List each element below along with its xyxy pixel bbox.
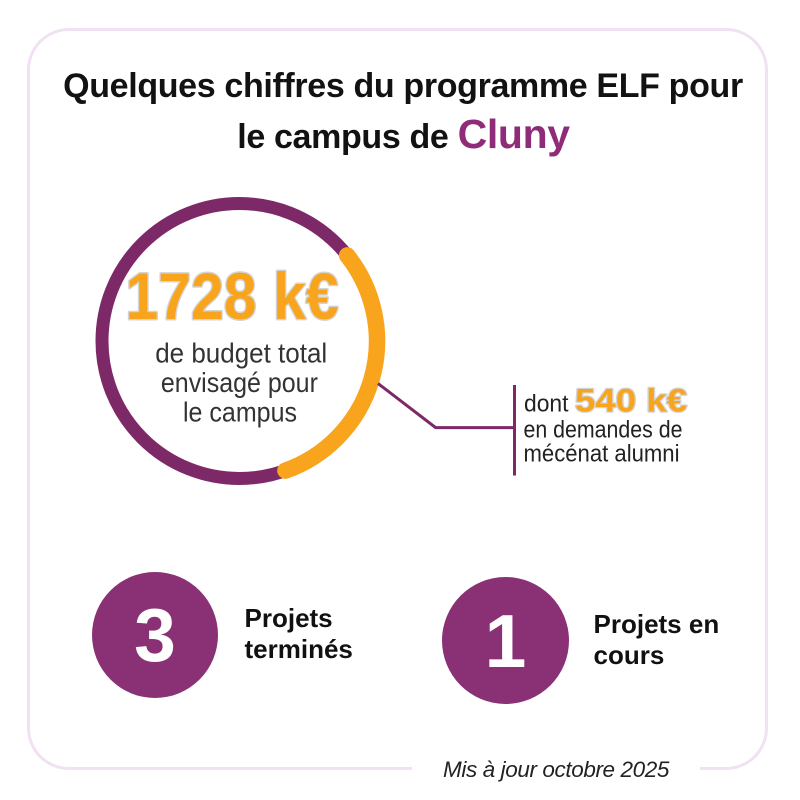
- svg-text:1728 k€: 1728 k€: [126, 260, 339, 333]
- svg-text:540 k€: 540 k€: [575, 382, 687, 418]
- svg-text:de budget total: de budget total: [155, 338, 327, 369]
- svg-text:le campus: le campus: [183, 396, 297, 427]
- svg-text:dont: dont: [524, 390, 569, 417]
- svg-text:mécénat alumni: mécénat alumni: [524, 440, 680, 467]
- svg-text:en demandes de: en demandes de: [524, 417, 683, 444]
- svg-text:envisagé pour: envisagé pour: [161, 367, 318, 398]
